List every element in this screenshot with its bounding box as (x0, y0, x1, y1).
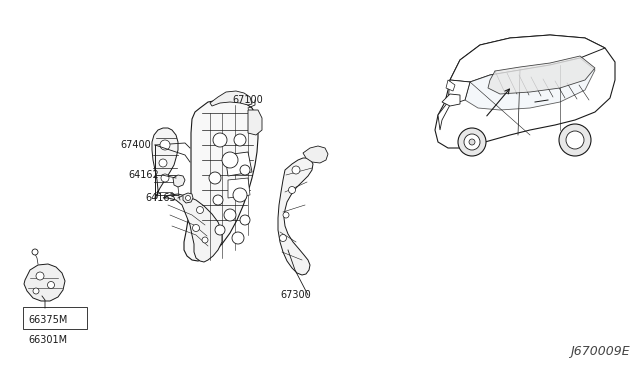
Polygon shape (442, 94, 460, 106)
Circle shape (283, 212, 289, 218)
Circle shape (186, 196, 191, 201)
Polygon shape (228, 178, 250, 198)
Polygon shape (152, 128, 178, 198)
Polygon shape (435, 35, 615, 148)
Polygon shape (438, 80, 470, 130)
Polygon shape (184, 100, 258, 261)
Text: 67400: 67400 (120, 140, 151, 150)
Polygon shape (278, 158, 313, 275)
Circle shape (33, 288, 39, 294)
Polygon shape (303, 146, 328, 163)
Circle shape (160, 140, 170, 150)
Polygon shape (24, 264, 65, 301)
Polygon shape (225, 152, 252, 176)
Text: J670009E: J670009E (570, 345, 630, 358)
Circle shape (232, 232, 244, 244)
Circle shape (566, 131, 584, 149)
Circle shape (280, 234, 287, 241)
Circle shape (464, 134, 480, 150)
Circle shape (36, 272, 44, 280)
Text: 64162: 64162 (128, 170, 159, 180)
Circle shape (213, 195, 223, 205)
Circle shape (458, 128, 486, 156)
Circle shape (240, 165, 250, 175)
Circle shape (32, 249, 38, 255)
Text: 67300: 67300 (280, 290, 311, 300)
Circle shape (47, 282, 54, 289)
Polygon shape (488, 56, 595, 94)
Circle shape (159, 159, 167, 167)
Circle shape (193, 224, 200, 231)
Polygon shape (183, 193, 193, 203)
Polygon shape (450, 35, 605, 82)
Text: 66375M: 66375M (28, 315, 67, 325)
Circle shape (559, 124, 591, 156)
Polygon shape (210, 91, 252, 106)
Circle shape (202, 237, 208, 243)
Circle shape (224, 209, 236, 221)
Polygon shape (173, 175, 185, 187)
Circle shape (209, 172, 221, 184)
Circle shape (234, 134, 246, 146)
Circle shape (240, 215, 250, 225)
Circle shape (161, 174, 169, 182)
Polygon shape (163, 194, 222, 262)
Circle shape (289, 186, 296, 193)
Circle shape (222, 152, 238, 168)
Circle shape (233, 188, 247, 202)
Polygon shape (248, 110, 262, 135)
Text: 66301M: 66301M (28, 335, 67, 345)
Circle shape (196, 206, 204, 214)
Text: 64163: 64163 (145, 193, 175, 203)
Text: 67100: 67100 (232, 95, 263, 105)
Circle shape (469, 139, 475, 145)
Circle shape (215, 225, 225, 235)
Circle shape (292, 166, 300, 174)
Polygon shape (446, 80, 455, 91)
Circle shape (213, 133, 227, 147)
Polygon shape (465, 58, 595, 110)
